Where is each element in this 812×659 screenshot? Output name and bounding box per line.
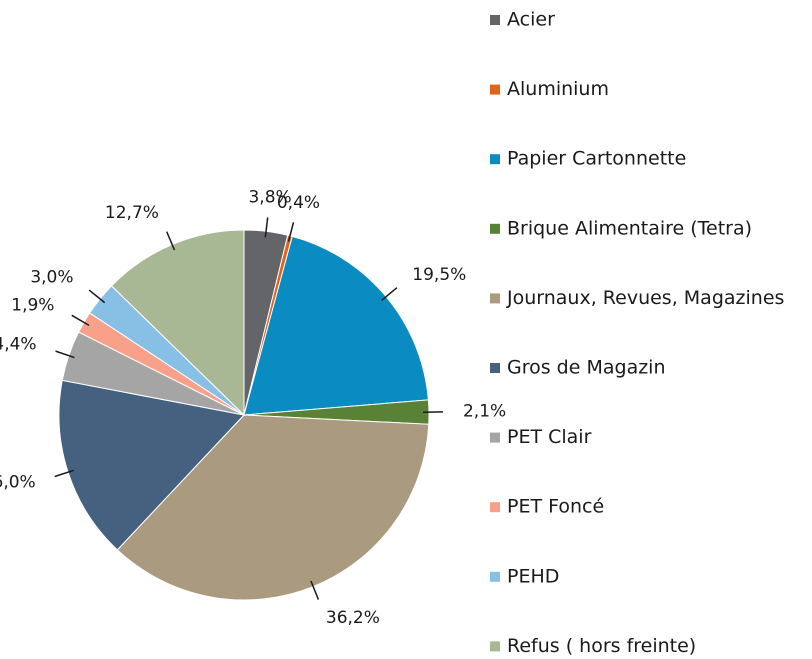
data-label: 36,2% xyxy=(326,608,380,628)
legend-label: Aluminium xyxy=(507,78,609,100)
leader-line xyxy=(287,222,295,242)
leader-line xyxy=(88,289,106,304)
data-label: 16,0% xyxy=(0,473,36,493)
data-label: 4,4% xyxy=(0,335,37,355)
data-label: 3,8% xyxy=(248,188,291,208)
leader-line xyxy=(71,314,90,326)
leader-line xyxy=(55,350,75,359)
legend-label: PEHD xyxy=(507,565,559,587)
legend-swatch xyxy=(490,84,500,95)
legend-label: Brique Alimentaire (Tetra) xyxy=(507,217,752,239)
data-label: 1,9% xyxy=(11,295,54,315)
legend-label: PET Foncé xyxy=(507,496,604,518)
data-label: 12,7% xyxy=(105,203,159,223)
legend-label: Papier Cartonnette xyxy=(507,148,686,170)
legend-swatch xyxy=(490,363,500,373)
leader-line xyxy=(166,231,176,251)
data-label: 3,0% xyxy=(30,268,73,288)
legend-label: PET Clair xyxy=(507,426,592,448)
leader-line xyxy=(264,217,269,238)
legend-swatch xyxy=(490,223,500,234)
legend-swatch xyxy=(490,502,500,513)
data-label: 19,5% xyxy=(412,265,466,285)
data-label: 2,1% xyxy=(463,402,506,422)
legend-label: Journaux, Revues, Magazines xyxy=(506,287,784,309)
legend-swatch xyxy=(490,641,500,652)
legend-swatch xyxy=(490,154,500,165)
legend-label: Refus ( hors freinte) xyxy=(507,635,696,657)
legend-label: Acier xyxy=(507,9,555,31)
legend-label: Gros de Magazin xyxy=(507,357,666,379)
leader-line xyxy=(54,469,74,478)
legend-swatch xyxy=(490,432,500,443)
leader-line xyxy=(381,287,398,302)
data-label: 0,4% xyxy=(277,193,320,213)
legend-swatch xyxy=(490,571,500,582)
legend-swatch xyxy=(490,293,500,304)
leader-line xyxy=(310,580,320,600)
legend-swatch xyxy=(490,15,500,25)
